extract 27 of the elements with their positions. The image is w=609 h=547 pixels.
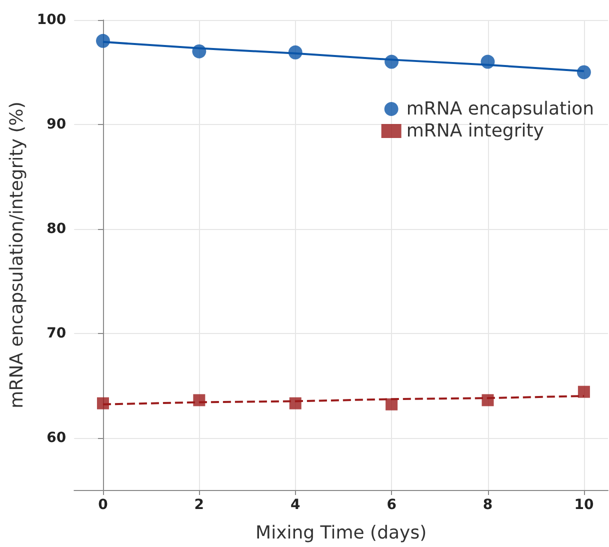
legend-label: mRNA encapsulation xyxy=(406,98,594,120)
y-tick-label: 80 xyxy=(46,220,66,237)
y-axis-title: mRNA encapsulation/integrity (%) xyxy=(6,102,28,408)
point xyxy=(576,65,591,80)
y-tick-label: 90 xyxy=(46,116,66,132)
point xyxy=(482,394,494,406)
point xyxy=(384,54,399,69)
x-tick-label: 2 xyxy=(194,497,204,513)
point xyxy=(96,34,110,48)
x-tick-label: 0 xyxy=(98,497,108,513)
x-tick-label: 10 xyxy=(574,497,594,513)
point xyxy=(289,397,302,410)
x-tick-label: 6 xyxy=(386,497,396,513)
x-tick-label: 8 xyxy=(482,497,493,513)
point xyxy=(578,386,590,398)
point xyxy=(96,397,109,410)
point xyxy=(386,398,398,410)
point xyxy=(193,394,206,406)
point xyxy=(192,44,206,58)
point xyxy=(288,45,302,60)
y-tick-label: 70 xyxy=(46,325,66,342)
y-tick-label: 60 xyxy=(46,430,66,446)
point xyxy=(480,54,495,69)
y-tick-label: 100 xyxy=(36,12,66,28)
x-axis-title: Mixing Time (days) xyxy=(256,522,427,544)
x-tick-label: 4 xyxy=(290,497,300,513)
legend-label: mRNA integrity xyxy=(406,120,544,142)
